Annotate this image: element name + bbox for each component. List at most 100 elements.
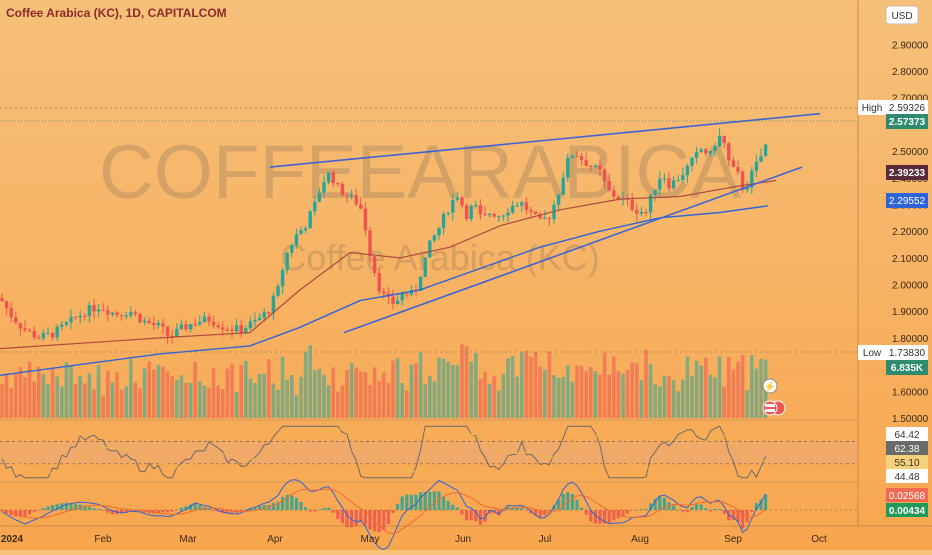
macd-histogram-bar bbox=[216, 510, 220, 512]
candle-body bbox=[92, 305, 96, 312]
candle-body bbox=[667, 178, 671, 189]
candle-body bbox=[73, 316, 78, 318]
macd-histogram-bar bbox=[639, 509, 643, 510]
price-tick-label: 2.70000 bbox=[892, 94, 929, 105]
macd-histogram-bar bbox=[317, 509, 321, 511]
volume-bar bbox=[326, 385, 331, 418]
volume-bar bbox=[432, 381, 437, 418]
volume-bar bbox=[676, 391, 680, 418]
flash-event-icon[interactable] bbox=[762, 378, 778, 394]
macd-histogram-bar bbox=[483, 510, 487, 522]
candle-body bbox=[60, 324, 64, 327]
volume-bar bbox=[524, 350, 529, 418]
volume-bar bbox=[621, 373, 625, 418]
macd-histogram-bar bbox=[386, 510, 390, 524]
candle-body bbox=[418, 277, 423, 291]
volume-bar bbox=[280, 356, 285, 418]
macd-histogram-bar bbox=[419, 492, 423, 510]
candle-body bbox=[460, 197, 464, 206]
macd-histogram-bar bbox=[695, 504, 699, 510]
candle-body bbox=[349, 195, 354, 197]
macd-hist-value: 0.00434 bbox=[889, 506, 926, 517]
volume-bar bbox=[239, 364, 243, 418]
volume-bar bbox=[115, 372, 119, 418]
volume-bar bbox=[225, 368, 230, 418]
candle-body bbox=[152, 323, 156, 325]
event-icons[interactable]: ⚡ bbox=[762, 378, 786, 416]
volume-bar bbox=[566, 365, 570, 418]
volume-bar bbox=[552, 375, 556, 418]
macd-histogram-bar bbox=[750, 510, 754, 512]
macd-histogram-bar bbox=[83, 505, 87, 510]
volume-bar bbox=[106, 370, 110, 418]
volume-bar bbox=[506, 358, 510, 418]
candle-body bbox=[566, 157, 570, 178]
ma-fast-badge bbox=[886, 165, 928, 180]
candle-body bbox=[662, 178, 667, 180]
candle-body bbox=[317, 192, 322, 202]
macd-histogram-bar bbox=[570, 494, 574, 510]
volume-bar bbox=[184, 383, 188, 418]
volume-bar bbox=[138, 388, 142, 418]
low-value-badge bbox=[886, 345, 928, 360]
volume-bar bbox=[579, 365, 584, 418]
price-tick-label: 1.50000 bbox=[892, 414, 929, 425]
macd-histogram-bar bbox=[474, 510, 478, 522]
volume-bar bbox=[83, 383, 87, 418]
macd-histogram-bar bbox=[74, 504, 78, 510]
macd-histogram-bar bbox=[612, 510, 616, 521]
candle-body bbox=[280, 270, 285, 287]
volume-bar bbox=[202, 385, 207, 418]
candle-body bbox=[497, 216, 501, 218]
macd-histogram-bar bbox=[534, 510, 538, 516]
volume-bar bbox=[340, 385, 345, 418]
volume-bar bbox=[529, 356, 533, 418]
candle-body bbox=[271, 295, 276, 314]
candle-body bbox=[0, 297, 4, 302]
macd-histogram-bar bbox=[87, 506, 91, 510]
candle-body bbox=[299, 230, 303, 235]
us-flag-event-icon[interactable] bbox=[762, 400, 778, 416]
volume-bar bbox=[73, 384, 78, 418]
macd-histogram-bar bbox=[575, 499, 579, 510]
volume-bar bbox=[653, 384, 657, 418]
volume-bar bbox=[193, 361, 197, 418]
time-axis[interactable]: 2024 Feb Mar Apr May Jun Jul Aug Sep Oct bbox=[1, 534, 827, 545]
trendlines[interactable] bbox=[269, 112, 821, 334]
volume-bar bbox=[14, 373, 18, 418]
macd-histogram-bar bbox=[106, 510, 110, 513]
volume-bar bbox=[487, 383, 492, 418]
macd-histogram-bar bbox=[271, 503, 275, 510]
macd-histogram-bar bbox=[354, 510, 358, 527]
upper-trendline bbox=[269, 112, 821, 168]
volume-bar bbox=[520, 352, 524, 418]
rsi-level-low: 44.48 bbox=[894, 472, 919, 483]
candle-body bbox=[740, 171, 745, 190]
currency-button[interactable] bbox=[885, 5, 919, 25]
candle-body bbox=[216, 325, 220, 328]
candle-body bbox=[520, 202, 524, 206]
candle-body bbox=[736, 167, 740, 172]
volume-bar bbox=[510, 356, 515, 418]
macd-histogram-bar bbox=[391, 510, 395, 514]
volume-bar bbox=[0, 384, 4, 418]
macd-histogram-bar bbox=[345, 510, 349, 528]
volume-bar bbox=[464, 346, 469, 418]
macd-histogram-bar bbox=[685, 510, 689, 513]
macd-histogram-bar bbox=[51, 505, 55, 510]
candle-body bbox=[446, 212, 450, 214]
volume-bar bbox=[124, 386, 128, 418]
volume-bar bbox=[575, 365, 579, 418]
volume-bar bbox=[492, 376, 496, 418]
candle-body bbox=[372, 256, 377, 273]
volume-bar bbox=[27, 361, 32, 418]
candle-body bbox=[478, 205, 483, 215]
volume-bar bbox=[290, 375, 294, 418]
macd-histogram-bar bbox=[290, 495, 294, 510]
macd-histogram-bar bbox=[736, 510, 740, 522]
rsi-high-badge bbox=[886, 427, 928, 441]
volume-bar bbox=[156, 365, 161, 418]
